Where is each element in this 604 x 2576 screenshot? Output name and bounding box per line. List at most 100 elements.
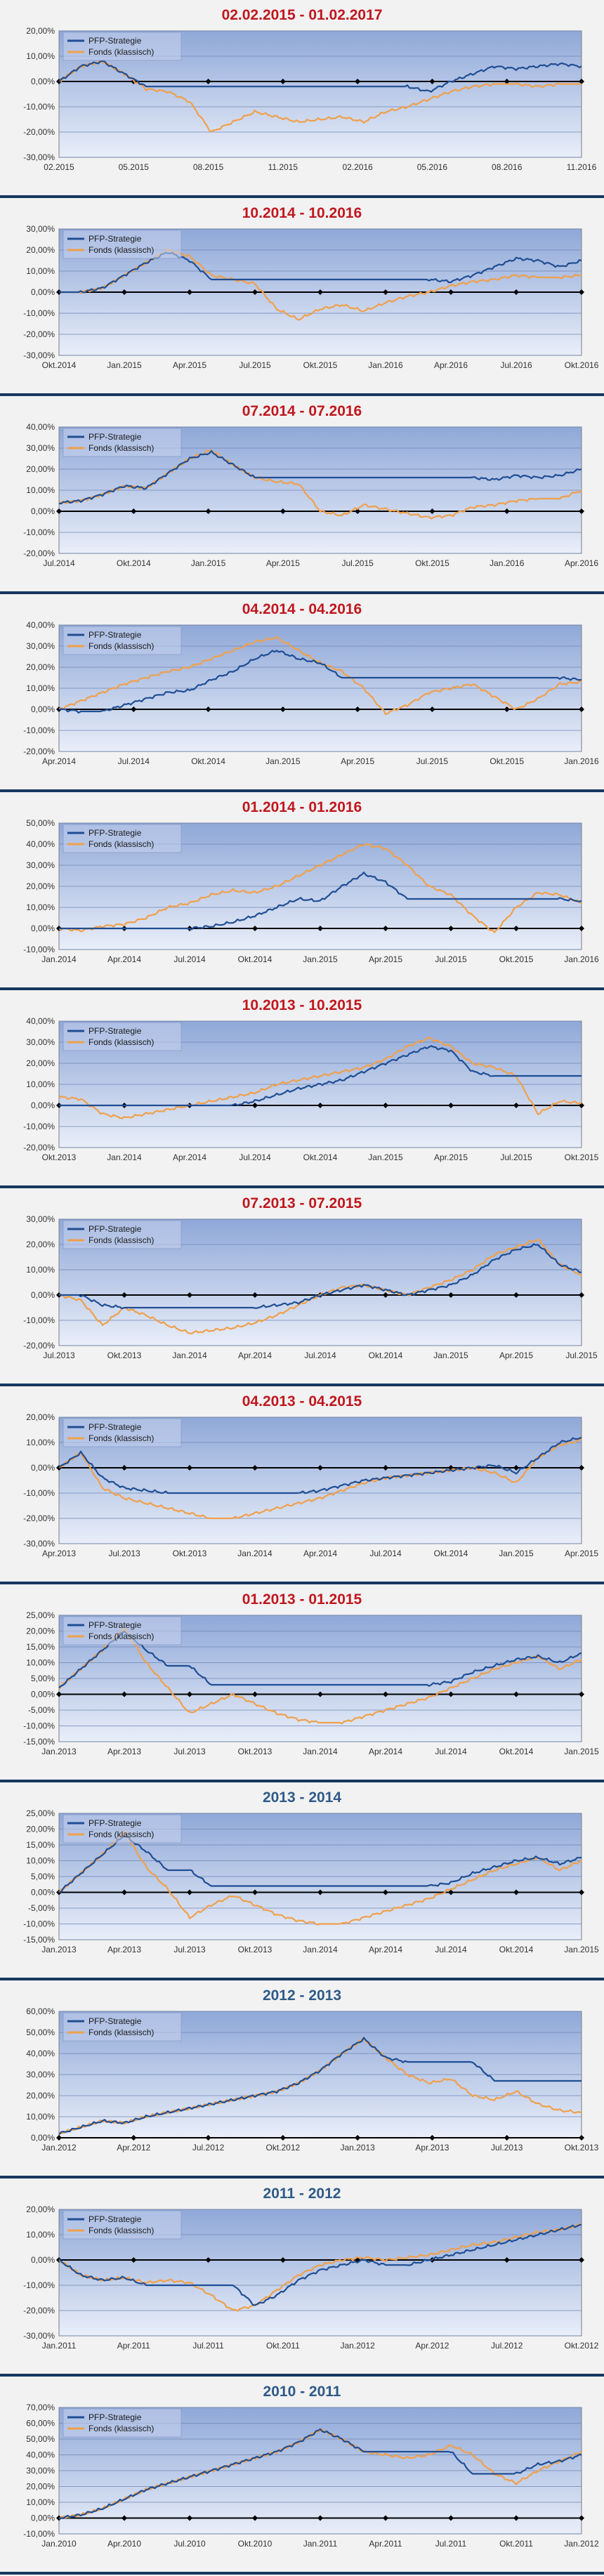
y-tick-label: -10,00% bbox=[23, 725, 55, 735]
x-tick-label: Jul.2014 bbox=[369, 1549, 402, 1558]
zero-marker bbox=[355, 707, 361, 712]
legend-label-strategy: PFP-Strategie bbox=[88, 36, 142, 46]
panel-divider bbox=[0, 393, 604, 396]
zero-marker bbox=[429, 508, 435, 514]
line-chart: 25,00% 20,00% 15,00% 10,00% 5,00% 0,00% -5,00%… bbox=[23, 1610, 599, 1756]
y-tick-label: 50,00% bbox=[26, 2028, 55, 2037]
y-tick-label: 0,00% bbox=[31, 1463, 55, 1473]
x-tick-label: Apr.2016 bbox=[565, 558, 598, 568]
y-tick-label: 20,00% bbox=[26, 662, 55, 672]
zero-marker bbox=[280, 707, 286, 712]
x-tick-label: Apr.2015 bbox=[369, 954, 402, 964]
x-tick-label: Jul.2015 bbox=[341, 558, 374, 568]
zero-marker bbox=[122, 289, 127, 295]
legend-label-fund: Fonds (klassisch) bbox=[88, 443, 154, 453]
y-tick-label: -30,00% bbox=[23, 350, 55, 360]
y-tick-label: 10,00% bbox=[26, 1438, 55, 1447]
chart-panel: 07.2013 - 07.2015 30,00% 20,00% 10,00% 0,00%… bbox=[0, 1188, 604, 1384]
x-tick-label: Jan.2015 bbox=[265, 756, 301, 766]
series-line-strategy bbox=[58, 2037, 582, 2136]
x-tick-label: Jul.2015 bbox=[416, 756, 449, 766]
x-tick-label: Apr.2014 bbox=[173, 1152, 206, 1162]
legend-box bbox=[63, 626, 182, 655]
chart-panel: 04.2014 - 04.2016 40,00% 30,00% 20,00% 10,00… bbox=[0, 594, 604, 789]
zero-marker bbox=[252, 1103, 258, 1108]
chart-title: 02.02.2015 - 01.02.2017 bbox=[221, 7, 383, 23]
y-tick-label: -20,00% bbox=[23, 2306, 55, 2315]
series-line-strategy bbox=[58, 650, 582, 714]
zero-marker bbox=[280, 2257, 286, 2263]
zero-marker bbox=[205, 79, 211, 84]
y-tick-label: -20,00% bbox=[23, 1513, 55, 1523]
y-tick-label: 20,00% bbox=[26, 881, 55, 891]
zero-marker bbox=[187, 1889, 192, 1895]
zero-marker bbox=[579, 289, 584, 295]
y-tick-label: -10,00% bbox=[23, 1488, 55, 1498]
x-tick-label: 08.2016 bbox=[492, 162, 523, 172]
x-tick-label: Jan.2014 bbox=[107, 1152, 142, 1162]
series-line-fund bbox=[58, 1830, 582, 1926]
legend-label-strategy: PFP-Strategie bbox=[88, 432, 142, 442]
y-tick-label: -10,00% bbox=[23, 2529, 55, 2539]
x-tick-label: 05.2015 bbox=[119, 162, 150, 172]
line-chart: 50,00% 40,00% 30,00% 20,00% 10,00% 0,00% -10,0… bbox=[23, 818, 599, 964]
series-line-fund bbox=[59, 248, 582, 321]
y-tick-label: 30,00% bbox=[26, 443, 55, 453]
x-tick-label: Okt.2016 bbox=[565, 360, 599, 370]
legend-label-strategy: PFP-Strategie bbox=[88, 1224, 142, 1234]
y-tick-label: 15,00% bbox=[26, 1840, 55, 1850]
series-line-fund bbox=[58, 2223, 582, 2312]
zero-marker bbox=[513, 2515, 519, 2521]
legend-label-fund: Fonds (klassisch) bbox=[88, 1829, 154, 1839]
zero-marker bbox=[56, 1691, 62, 1697]
zero-marker bbox=[355, 508, 361, 514]
x-tick-label: Apr.2014 bbox=[369, 1945, 402, 1954]
x-tick-label: Apr.2011 bbox=[117, 2341, 150, 2351]
legend-box bbox=[63, 428, 182, 457]
legend-label-strategy: PFP-Strategie bbox=[88, 234, 142, 244]
zero-marker bbox=[513, 1103, 519, 1108]
y-tick-label: 0,00% bbox=[31, 704, 55, 714]
y-tick-label: 30,00% bbox=[26, 641, 55, 651]
y-tick-label: 20,00% bbox=[26, 2091, 55, 2101]
x-tick-label: Apr.2012 bbox=[117, 2143, 150, 2153]
x-tick-label: Apr.2011 bbox=[369, 2539, 402, 2549]
zero-marker bbox=[205, 707, 211, 712]
x-tick-label: Jul.2014 bbox=[239, 1152, 271, 1162]
x-tick-label: Jan.2015 bbox=[191, 558, 226, 568]
zero-marker bbox=[579, 1691, 584, 1697]
y-tick-label: 0,00% bbox=[31, 506, 55, 516]
chart-title: 01.2014 - 01.2016 bbox=[242, 799, 362, 815]
zero-marker bbox=[122, 1691, 127, 1697]
series-line-fund bbox=[58, 843, 582, 933]
chart-title: 2012 - 2013 bbox=[262, 1987, 342, 2004]
legend-box bbox=[63, 230, 182, 259]
series-line-fund bbox=[58, 60, 582, 133]
x-tick-label: Jul.2015 bbox=[565, 1351, 598, 1360]
x-tick-label: Okt.2015 bbox=[303, 360, 338, 370]
legend-box bbox=[63, 1616, 182, 1645]
zero-marker bbox=[252, 1691, 258, 1697]
legend-box bbox=[63, 824, 182, 853]
y-tick-label: 30,00% bbox=[26, 224, 55, 234]
x-tick-label: Jan.2013 bbox=[41, 1945, 77, 1954]
zero-marker bbox=[513, 1889, 519, 1895]
panel-divider bbox=[0, 195, 604, 198]
chart-title: 01.2013 - 01.2015 bbox=[242, 1591, 362, 1608]
legend-box bbox=[63, 1220, 182, 1249]
series-line-fund bbox=[58, 1438, 582, 1520]
legend-label-fund: Fonds (klassisch) bbox=[88, 1235, 154, 1245]
y-tick-label: 60,00% bbox=[26, 2006, 55, 2016]
series-line-strategy bbox=[58, 450, 582, 505]
x-tick-label: Apr.2013 bbox=[415, 2143, 449, 2153]
zero-marker bbox=[355, 2135, 361, 2141]
line-chart: 30,00%20,00%10,00%0,00%-10,00%-20,00%Jul… bbox=[23, 1214, 598, 1360]
x-tick-label: Jan.2015 bbox=[564, 1945, 599, 1954]
zero-marker bbox=[513, 926, 519, 931]
x-tick-label: Okt.2014 bbox=[117, 558, 151, 568]
y-tick-label: -30,00% bbox=[23, 152, 55, 162]
y-tick-label: 40,00% bbox=[26, 2049, 55, 2058]
